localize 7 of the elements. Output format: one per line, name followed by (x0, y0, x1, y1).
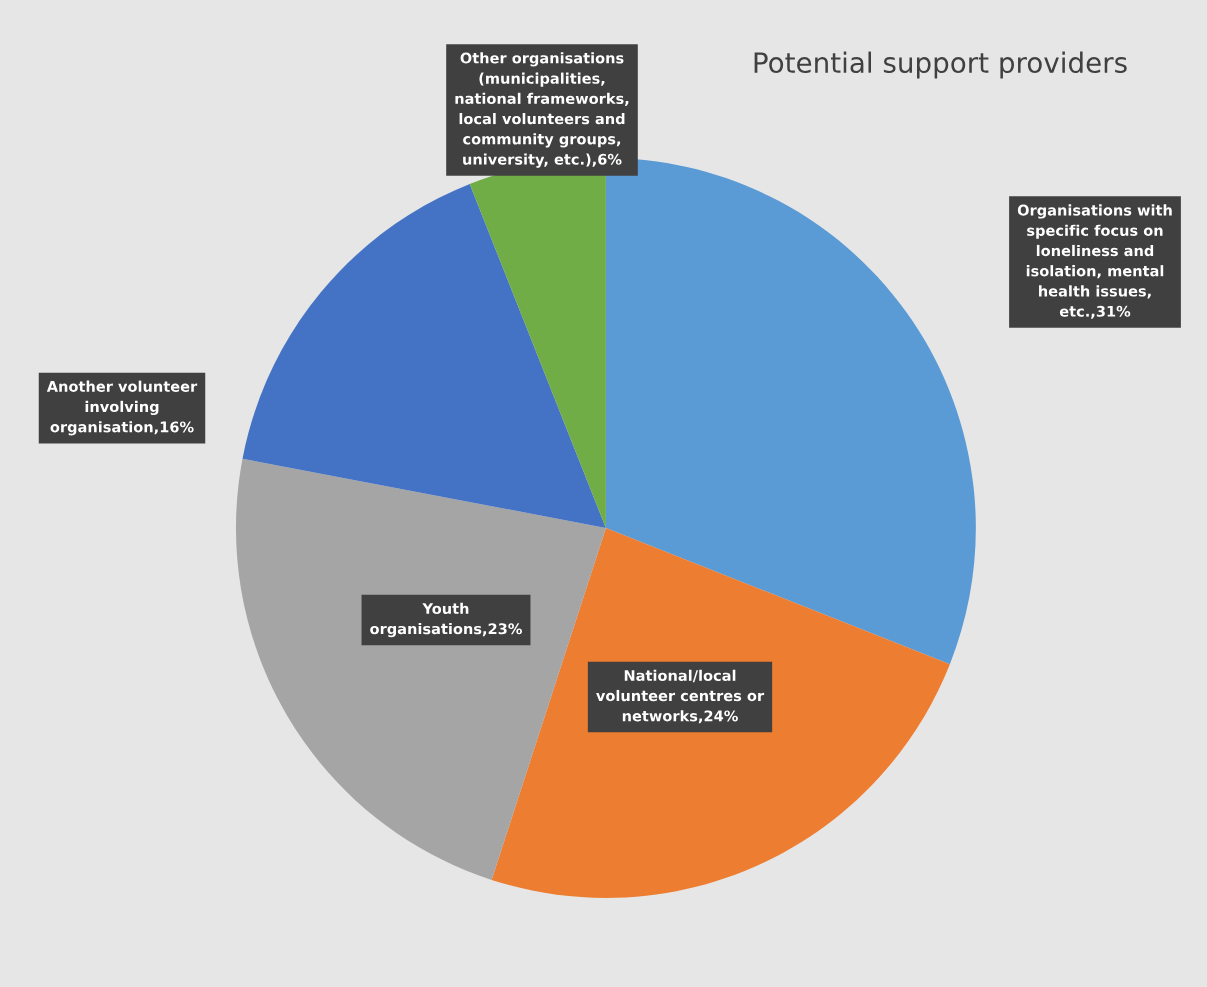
pie-slice (242, 184, 606, 529)
chart-title: Potential support providers (754, 51, 1127, 79)
slice-label: Other organisations (municipalities, national frameworks, local volunteers and community groups, university, etc.),6% (455, 52, 629, 168)
slice-label: Another volunteer involving organisation,16% (46, 380, 198, 436)
slice-label: Youth organisations,23% (370, 602, 522, 638)
slice-label: National/local volunteer centres or networks,24% (596, 669, 765, 724)
slice-label: Organisations with specific focus on loneliness and isolation, mental health issues, etc.,31% (1017, 204, 1172, 319)
